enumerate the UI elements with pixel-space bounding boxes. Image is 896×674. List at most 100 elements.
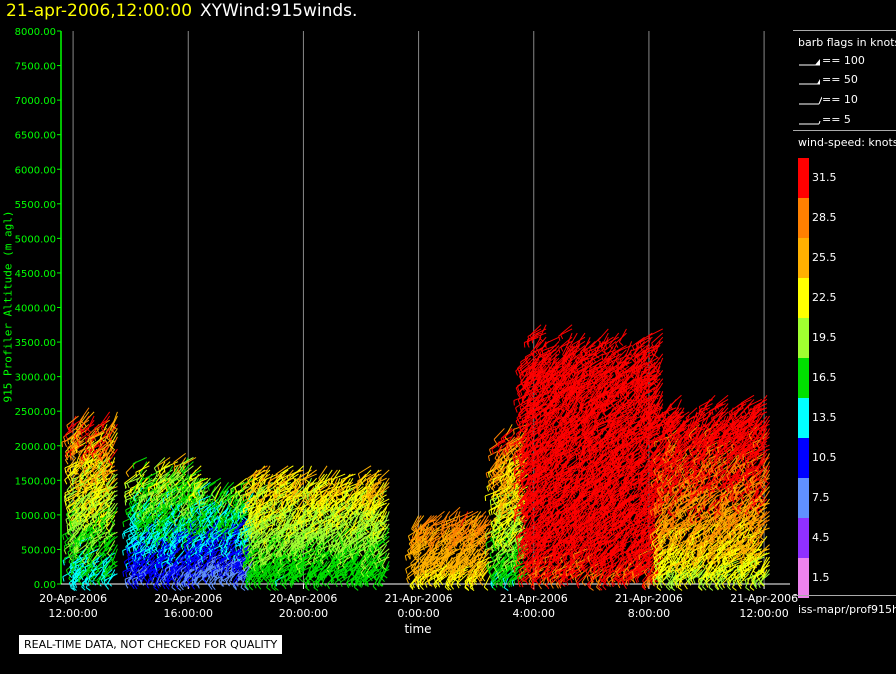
wind-barb-flag — [75, 571, 79, 577]
wind-barb-flag — [329, 555, 333, 560]
wind-barb-flag — [72, 583, 76, 589]
wind-barb-flag — [380, 577, 385, 583]
wind-barb-flag — [80, 525, 84, 531]
wind-barb-flag — [135, 579, 139, 585]
wind-barb-flag — [85, 488, 87, 494]
wind-barb — [108, 448, 118, 462]
wind-barb — [124, 473, 137, 484]
wind-barb-flag — [125, 564, 128, 570]
wind-barb — [124, 494, 140, 501]
wind-barb-flag — [240, 517, 242, 523]
wind-barb-flag — [79, 475, 83, 481]
wind-barb-flag — [92, 576, 96, 582]
wind-barb — [103, 556, 116, 568]
wind-barb-flag — [224, 533, 227, 539]
wind-barb-flag — [87, 438, 90, 445]
wind-barb-flag — [127, 566, 129, 572]
wind-barb-flag — [82, 497, 85, 503]
wind-barb-flag — [106, 488, 110, 494]
wind-barb-flag — [87, 550, 90, 556]
wind-barb-flag — [211, 493, 215, 499]
wind-barb-flag — [110, 449, 116, 454]
wind-barb-flag — [145, 496, 147, 502]
wind-barb-flag — [79, 423, 84, 429]
wind-barb-flag — [103, 475, 105, 482]
wind-barb-flag — [282, 584, 287, 590]
wind-barb-flag — [193, 508, 195, 514]
wind-barb-flag — [74, 470, 80, 475]
wind-barb — [129, 494, 142, 504]
wind-barb-flag — [109, 557, 114, 562]
wind-barb-flag — [80, 464, 85, 469]
wind-barb-flag — [135, 531, 140, 537]
wind-barb-flag — [128, 493, 133, 499]
wind-barb-flag — [338, 554, 341, 560]
wind-barb-flag — [67, 498, 70, 504]
wind-barb-flag — [98, 513, 101, 519]
wind-barb — [64, 490, 79, 497]
wind-barb-flag — [263, 516, 265, 523]
wind-barb — [74, 469, 85, 483]
wind-barb — [84, 461, 92, 476]
wind-barb — [72, 511, 85, 522]
wind-barb-flag — [91, 453, 95, 459]
wind-barb-flag — [235, 546, 237, 552]
wind-barb-flag — [67, 439, 70, 445]
x-tick-date-label: 20-Apr-2006 — [39, 592, 107, 605]
wind-barb-flag — [67, 532, 72, 537]
wind-barb-flag — [260, 529, 263, 535]
wind-barb — [85, 573, 100, 580]
wind-barb-flag — [242, 496, 245, 502]
wind-barb-flag — [211, 558, 214, 564]
wind-barb-flag — [143, 527, 148, 533]
y-tick-label: 2500.00 — [15, 407, 56, 418]
wind-barb-flag — [69, 522, 73, 528]
wind-barb-flag — [74, 548, 80, 553]
wind-barb-flag — [135, 472, 138, 478]
wind-barb — [80, 407, 90, 421]
wind-barb-flag — [125, 472, 130, 478]
wind-barb-flag — [131, 493, 136, 499]
wind-barb-flag — [72, 587, 77, 591]
wind-barb-flag — [78, 555, 83, 561]
x-tick-date-label: 21-Apr-2006 — [615, 592, 683, 605]
wind-barb-flag — [68, 582, 72, 588]
wind-barb-flag — [82, 455, 87, 460]
wind-barb-flag — [67, 551, 70, 557]
wind-barb-flag — [144, 527, 149, 532]
wind-barb-flag — [105, 514, 110, 520]
wind-barb — [80, 423, 95, 433]
wind-barb-flag — [273, 496, 276, 502]
wind-barb-flag — [132, 463, 135, 469]
wind-barb — [126, 473, 140, 484]
wind-barb-flag — [247, 529, 250, 535]
wind-barb-flag — [74, 563, 77, 569]
wind-barb-flag — [168, 566, 171, 573]
wind-barb-flag — [80, 506, 83, 512]
wind-barb-flag — [320, 491, 322, 498]
wind-barb-flag — [71, 580, 75, 586]
wind-barb-flag — [82, 560, 86, 565]
wind-barb-flag — [90, 484, 93, 490]
wind-barb — [104, 527, 113, 542]
wind-barb-flag — [83, 422, 87, 428]
wind-barb-flag — [105, 521, 109, 526]
wind-barb-flag — [255, 516, 258, 522]
wind-barb-flag — [131, 522, 136, 528]
wind-barb — [76, 419, 90, 429]
wind-barb-flag — [77, 484, 80, 490]
wind-barb-flag — [100, 523, 104, 528]
wind-barb-flag — [356, 533, 359, 539]
wind-barb-flag — [125, 548, 129, 554]
wind-barb — [87, 415, 95, 430]
wind-barb-flag — [140, 513, 142, 519]
wind-barb — [69, 469, 79, 483]
wind-barb-flag — [64, 501, 67, 507]
wind-barb-flag — [155, 484, 158, 490]
wind-barb-flag — [94, 478, 98, 484]
wind-barb-flag — [110, 429, 115, 434]
wind-barb-flag — [98, 500, 102, 506]
wind-barb-flag — [138, 472, 142, 477]
wind-barb-flag — [81, 473, 84, 480]
